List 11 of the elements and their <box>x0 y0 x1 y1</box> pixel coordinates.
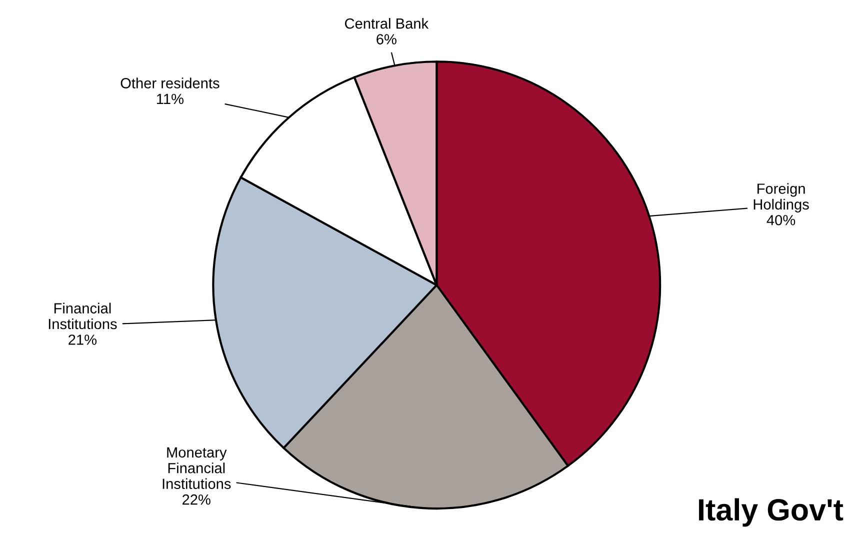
slice-label: Foreign Holdings <box>754 183 809 212</box>
slice-label: Financial Institutions <box>48 302 117 330</box>
data-label: 22% <box>182 494 210 505</box>
text: Italy Gov't <box>699 498 844 527</box>
data-label: 11% <box>157 94 184 104</box>
slice-label: Central Bank <box>345 18 429 29</box>
data-label: 6% <box>376 34 396 44</box>
data-label: 21% <box>68 334 97 345</box>
data-label: 40% <box>766 214 796 226</box>
slice-label: Other residents <box>120 78 220 88</box>
slice-label: Monetary Financial Institutions <box>162 447 231 490</box>
